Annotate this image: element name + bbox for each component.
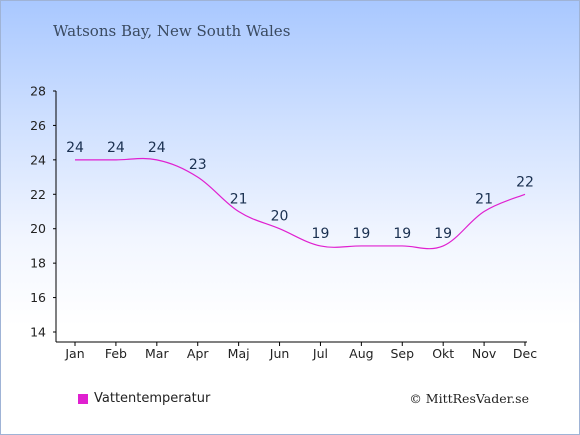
legend-swatch: [78, 393, 88, 404]
x-tick-label: Nov: [472, 346, 497, 361]
credit-text: © MittResVader.se: [409, 391, 529, 406]
y-tick-label: 20: [30, 221, 46, 236]
x-tick-label: Apr: [187, 346, 209, 361]
y-tick-label: 28: [30, 84, 46, 99]
series-line: [75, 157, 526, 250]
data-label: 19: [352, 226, 370, 242]
data-label: 24: [66, 140, 84, 156]
data-label: 19: [434, 226, 452, 242]
data-label: 21: [230, 192, 248, 208]
data-label: 22: [516, 174, 534, 190]
x-tick-label: Sep: [390, 346, 414, 361]
x-tick-label: Aug: [349, 346, 373, 361]
x-tick-label: Maj: [228, 346, 250, 361]
y-tick-label: 26: [30, 118, 46, 133]
data-label: 24: [148, 140, 166, 156]
x-tick-label: Jun: [269, 346, 290, 361]
chart-title: Watsons Bay, New South Wales: [53, 22, 291, 40]
data-label: 24: [107, 140, 125, 156]
y-tick-label: 16: [30, 290, 46, 305]
data-label: 19: [312, 226, 330, 242]
data-label: 21: [475, 192, 493, 208]
y-tick-label: 18: [30, 256, 46, 271]
x-tick-label: Feb: [105, 346, 127, 361]
x-tick-label: Dec: [513, 346, 537, 361]
x-tick-label: Jul: [312, 346, 328, 361]
data-label: 20: [271, 209, 289, 225]
line-chart: 14 16 18 20 22 24 26 28 Jan Feb Mar Apr Maj Jun Jul Aug…: [30, 84, 537, 362]
legend: Vattentemperatur: [78, 391, 210, 406]
data-label: 23: [189, 157, 207, 173]
y-tick-label: 14: [30, 325, 46, 340]
x-tick-label: Mar: [145, 346, 169, 361]
y-tick-label: 22: [30, 187, 46, 202]
data-label: 19: [393, 226, 411, 242]
y-tick-label: 24: [30, 152, 46, 167]
legend-label: Vattentemperatur: [94, 391, 211, 406]
x-tick-label: Okt: [432, 346, 454, 361]
x-tick-label: Jan: [64, 346, 84, 361]
